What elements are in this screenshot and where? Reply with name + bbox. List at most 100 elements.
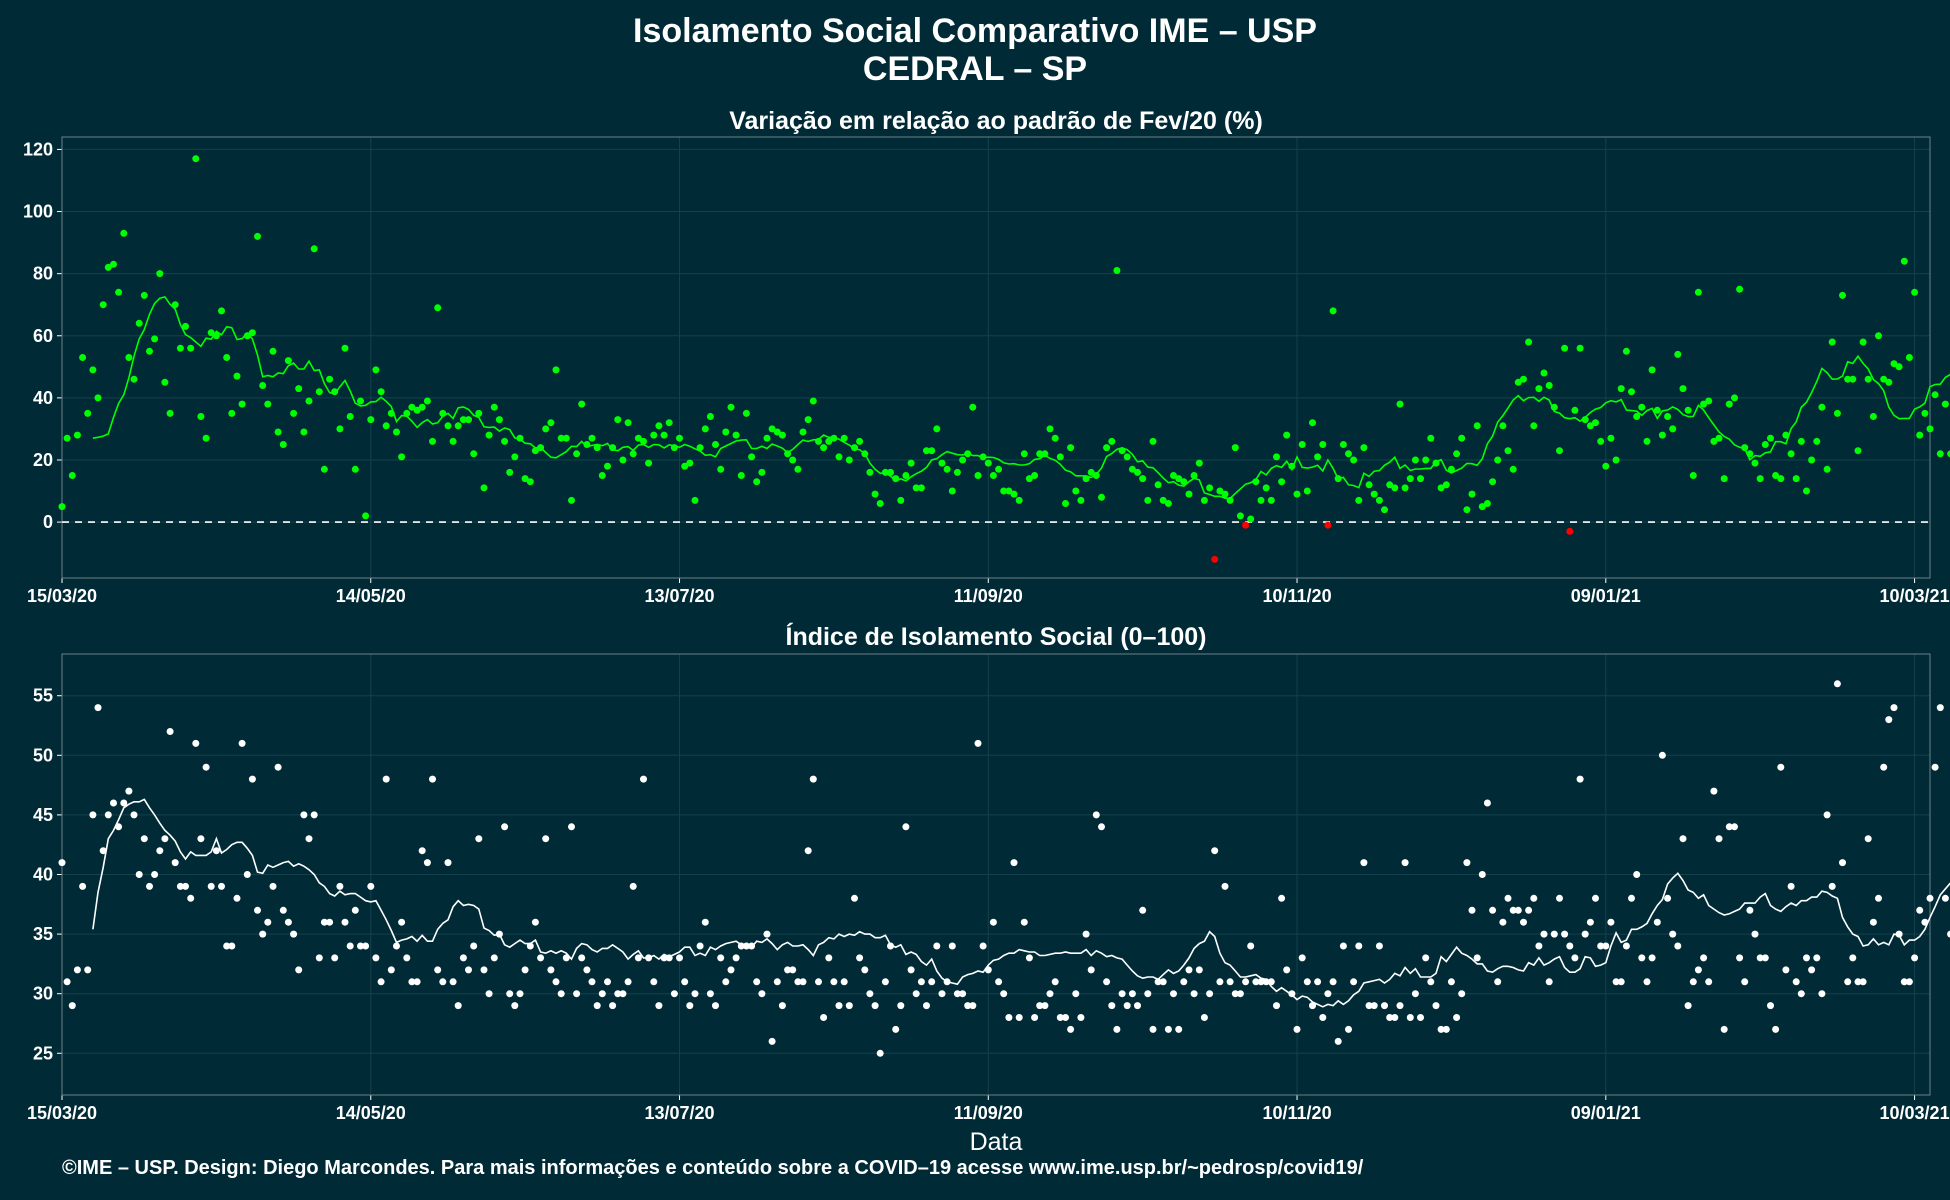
- index-point: [542, 835, 550, 843]
- variation-point: [1226, 496, 1234, 504]
- variation-point: [1607, 434, 1615, 442]
- variation-point: [1669, 425, 1677, 433]
- variation-point: [1339, 441, 1347, 448]
- panel-border: [61, 136, 1931, 579]
- index-point: [912, 990, 920, 998]
- index-point: [1885, 716, 1893, 724]
- variation-point: [171, 301, 179, 309]
- x-tick-label: 14/05/20: [336, 1103, 406, 1123]
- index-point: [1705, 978, 1713, 986]
- variation-point: [1767, 434, 1774, 442]
- index-point: [1345, 1025, 1352, 1033]
- index-point: [1334, 1037, 1342, 1045]
- variation-point: [290, 409, 298, 417]
- variation-point: [578, 400, 586, 408]
- index-point: [310, 811, 318, 819]
- index-point: [1736, 954, 1744, 962]
- variation-point: [259, 382, 267, 389]
- index-point: [1036, 1002, 1044, 1010]
- variation-point: [1468, 490, 1476, 498]
- variation-point: [742, 409, 750, 417]
- index-point: [557, 990, 565, 998]
- variation-point: [984, 459, 992, 467]
- index-point: [1098, 823, 1105, 831]
- variation-point: [423, 397, 431, 405]
- index-point: [562, 954, 570, 962]
- index-point: [1535, 942, 1543, 950]
- index-point: [784, 966, 792, 974]
- index-point: [357, 942, 364, 950]
- index-point: [449, 978, 457, 986]
- variation-point: [156, 270, 164, 278]
- index-point: [1139, 906, 1147, 914]
- index-point: [1767, 1002, 1774, 1010]
- x-tick-label: 15/03/20: [27, 586, 97, 606]
- variation-point: [562, 434, 570, 442]
- index-point: [995, 978, 1003, 986]
- index-point: [1720, 1025, 1728, 1033]
- index-point: [907, 966, 915, 974]
- variation-point: [1463, 506, 1471, 514]
- index-point: [820, 1014, 828, 1021]
- index-point: [1190, 990, 1198, 998]
- index-point: [1216, 978, 1224, 986]
- variation-point: [845, 456, 853, 464]
- index-point: [1731, 823, 1738, 831]
- variation-point: [1772, 472, 1780, 479]
- variation-point: [1180, 478, 1188, 486]
- index-point: [274, 763, 282, 771]
- y-tick-label: 45: [33, 805, 53, 825]
- variation-point: [655, 422, 663, 430]
- index-point: [521, 966, 529, 974]
- variation-point: [1725, 400, 1733, 408]
- variation-point: [300, 428, 308, 436]
- variation-point: [1478, 503, 1486, 511]
- index-point: [207, 882, 215, 890]
- index-point: [1087, 966, 1095, 974]
- index-point: [377, 978, 385, 986]
- variation-point: [1309, 419, 1316, 427]
- variation-point: [1360, 444, 1368, 452]
- index-point: [1880, 763, 1888, 771]
- variation-point: [1571, 406, 1579, 414]
- index-point: [1694, 966, 1702, 974]
- variation-point: [305, 397, 313, 405]
- x-axis-label: Data: [970, 1128, 1023, 1156]
- variation-point: [1628, 388, 1635, 396]
- index-point: [923, 1002, 930, 1010]
- index-point: [1134, 1002, 1141, 1010]
- index-point: [351, 906, 359, 914]
- index-point: [1401, 859, 1409, 867]
- index-point: [1710, 787, 1718, 795]
- index-point: [1375, 942, 1383, 950]
- index-point: [712, 1002, 719, 1010]
- variation-point: [161, 378, 169, 386]
- x-tick-label: 09/01/21: [1571, 586, 1641, 606]
- variation-point: [115, 288, 123, 296]
- index-point: [604, 978, 611, 986]
- index-point: [1586, 918, 1594, 926]
- index-point: [588, 978, 596, 986]
- variation-point: [1581, 416, 1589, 424]
- index-point: [1854, 978, 1862, 986]
- index-point: [892, 1025, 900, 1033]
- variation-point: [1658, 431, 1666, 439]
- variation-point: [557, 434, 565, 442]
- index-point: [387, 966, 395, 974]
- index-point: [1792, 978, 1800, 986]
- index-point: [115, 823, 123, 831]
- index-point: [1473, 954, 1481, 962]
- variation-point: [1705, 397, 1713, 405]
- variation-point: [1314, 453, 1322, 461]
- index-point: [573, 990, 581, 998]
- index-point: [845, 1002, 853, 1010]
- variation-point: [1869, 413, 1877, 420]
- x-tick-label: 10/11/20: [1263, 586, 1332, 606]
- index-point: [166, 728, 174, 735]
- variation-point: [1128, 465, 1136, 473]
- variation-point: [1509, 465, 1517, 473]
- variation-point: [1535, 385, 1543, 393]
- variation-point: [346, 413, 354, 420]
- index-point: [1890, 704, 1898, 712]
- index-point: [1303, 978, 1311, 986]
